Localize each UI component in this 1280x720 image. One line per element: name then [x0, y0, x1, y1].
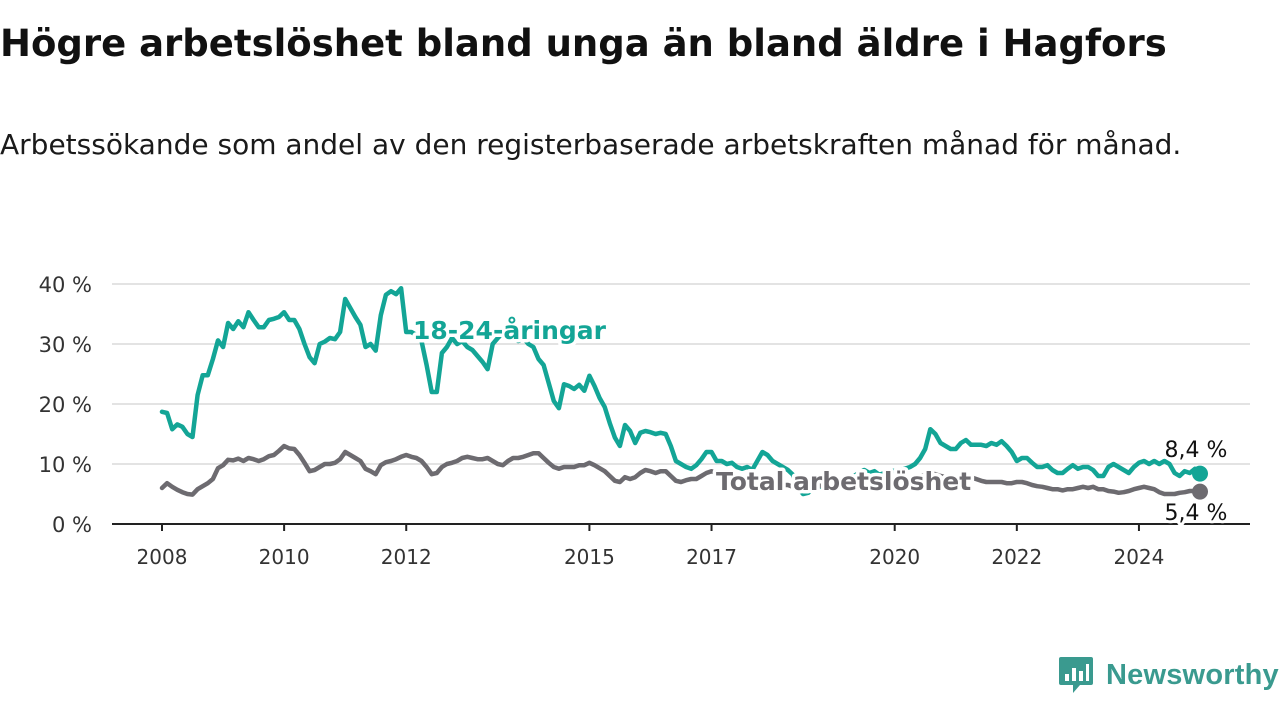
series-line-youth: [162, 288, 1200, 494]
series-line-total: [162, 446, 1200, 495]
x-tick-label: 2017: [686, 545, 737, 569]
brand-name: Newsworthy: [1106, 659, 1279, 692]
y-tick-label: 30 %: [39, 333, 92, 357]
y-tick-label: 0 %: [52, 513, 92, 537]
end-point-youth: [1192, 466, 1208, 482]
series-lines: [162, 288, 1208, 499]
end-value-total: 5,4 %: [1165, 501, 1228, 526]
brand-logo: Newsworthy: [1058, 654, 1279, 696]
y-tick-label: 10 %: [39, 453, 92, 477]
x-tick-label: 2022: [991, 545, 1042, 569]
y-tick-label: 40 %: [39, 273, 92, 297]
x-tick-label: 2020: [869, 545, 920, 569]
series-label-youth: 18-24-åringar: [413, 316, 607, 345]
x-tick-label: 2010: [259, 545, 310, 569]
end-point-total: [1192, 484, 1208, 500]
line-chart: 0 % 10 % 20 % 30 % 40 % 2008 2010 2012 2015 2017…: [0, 0, 1280, 600]
y-tick-label: 20 %: [39, 393, 92, 417]
end-value-youth: 8,4 %: [1165, 438, 1228, 463]
x-tick-label: 2024: [1113, 545, 1164, 569]
x-tick-label: 2008: [137, 545, 188, 569]
y-axis: 0 % 10 % 20 % 30 % 40 %: [39, 273, 92, 537]
x-tick-label: 2015: [564, 545, 615, 569]
series-label-total: Total arbetslöshet: [716, 467, 971, 496]
newsworthy-logo-icon: [1058, 655, 1094, 695]
x-tick-label: 2012: [381, 545, 432, 569]
x-axis: 2008 2010 2012 2015 2017 2020 2022 2024: [137, 524, 1165, 569]
